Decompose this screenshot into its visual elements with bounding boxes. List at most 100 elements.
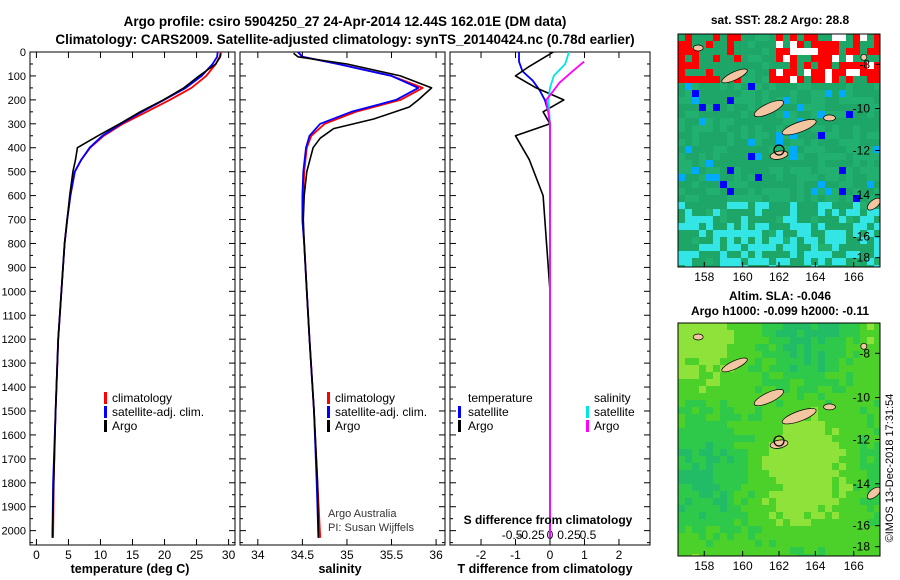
map-cell bbox=[846, 188, 853, 195]
map-cell bbox=[762, 202, 769, 209]
map-cell bbox=[839, 244, 846, 251]
map-cell bbox=[755, 34, 762, 41]
depth-tick-label: 500 bbox=[8, 167, 26, 179]
map-cell bbox=[804, 230, 811, 237]
map-cell bbox=[685, 111, 692, 118]
sla-map-title-line2: Argo h1000: -0.099 h2000: -0.11 bbox=[691, 304, 869, 318]
sla-map-image bbox=[678, 323, 880, 556]
map-cell bbox=[853, 55, 860, 62]
map-cell bbox=[699, 554, 706, 556]
island-shape bbox=[753, 100, 784, 118]
map-cell bbox=[797, 393, 804, 400]
map-cell bbox=[797, 153, 804, 160]
map-cell bbox=[804, 477, 811, 484]
map-cell bbox=[734, 230, 741, 237]
map-cell bbox=[720, 181, 727, 188]
map-cell bbox=[811, 365, 818, 372]
map-cell bbox=[860, 512, 867, 519]
map-cell bbox=[860, 330, 867, 337]
map-cell bbox=[783, 223, 790, 230]
map-cell bbox=[692, 554, 699, 556]
map-cell bbox=[755, 251, 762, 258]
map-cell bbox=[734, 470, 741, 477]
map-cell bbox=[860, 372, 867, 379]
map-cell bbox=[790, 463, 797, 470]
map-cell bbox=[860, 258, 867, 265]
map-cell bbox=[685, 251, 692, 258]
map-cell bbox=[706, 48, 713, 55]
map-cell bbox=[748, 125, 755, 132]
map-cell bbox=[685, 449, 692, 456]
map-cell bbox=[804, 139, 811, 146]
map-cell bbox=[755, 449, 762, 456]
map-cell bbox=[860, 118, 867, 125]
map-cell bbox=[755, 139, 762, 146]
map-cell bbox=[713, 379, 720, 386]
map-cell bbox=[720, 90, 727, 97]
map-cell bbox=[832, 90, 839, 97]
map-cell bbox=[678, 258, 685, 265]
map-cell bbox=[853, 379, 860, 386]
map-cell bbox=[713, 48, 720, 55]
map-cell bbox=[832, 258, 839, 265]
map-cell bbox=[727, 505, 734, 512]
map-cell bbox=[699, 386, 706, 393]
map-cell bbox=[734, 505, 741, 512]
map-cell bbox=[874, 526, 880, 533]
map-cell bbox=[860, 407, 867, 414]
map-cell bbox=[804, 216, 811, 223]
map-cell bbox=[748, 491, 755, 498]
map-cell bbox=[727, 146, 734, 153]
map-cell bbox=[860, 484, 867, 491]
map-cell bbox=[839, 251, 846, 258]
map-cell bbox=[727, 498, 734, 505]
map-cell bbox=[741, 554, 748, 556]
map-cell bbox=[867, 195, 874, 202]
map-cell bbox=[734, 435, 741, 442]
map-cell bbox=[678, 265, 685, 267]
map-cell bbox=[755, 69, 762, 76]
map-cell bbox=[825, 167, 832, 174]
map-cell bbox=[846, 216, 853, 223]
map-cell bbox=[734, 540, 741, 547]
map-cell bbox=[678, 379, 685, 386]
map-cell bbox=[853, 484, 860, 491]
map-cell bbox=[790, 223, 797, 230]
map-cell bbox=[692, 97, 699, 104]
map-cell bbox=[713, 421, 720, 428]
map-lat-label: -14 bbox=[853, 477, 871, 491]
map-cell bbox=[762, 484, 769, 491]
map-cell bbox=[846, 118, 853, 125]
map-cell bbox=[755, 62, 762, 69]
map-cell bbox=[846, 160, 853, 167]
map-cell bbox=[699, 393, 706, 400]
map-cell bbox=[727, 414, 734, 421]
map-cell bbox=[818, 540, 825, 547]
map-cell bbox=[720, 491, 727, 498]
map-cell bbox=[685, 554, 692, 556]
sla-map-ticks: 158 160 162 164 166-8-10-12-14-16-18 bbox=[694, 346, 880, 573]
map-cell bbox=[867, 216, 874, 223]
map-cell bbox=[755, 237, 762, 244]
map-cell bbox=[741, 484, 748, 491]
map-cell bbox=[783, 188, 790, 195]
map-cell bbox=[783, 55, 790, 62]
map-cell bbox=[720, 237, 727, 244]
map-cell bbox=[783, 351, 790, 358]
map-cell bbox=[720, 519, 727, 526]
map-cell bbox=[762, 139, 769, 146]
map-cell bbox=[867, 244, 874, 251]
map-cell bbox=[678, 41, 685, 48]
map-cell bbox=[762, 216, 769, 223]
map-cell bbox=[748, 55, 755, 62]
map-cell bbox=[790, 202, 797, 209]
map-cell bbox=[762, 167, 769, 174]
map-cell bbox=[776, 160, 783, 167]
map-cell bbox=[706, 153, 713, 160]
map-cell bbox=[727, 512, 734, 519]
map-cell bbox=[734, 330, 741, 337]
map-cell bbox=[811, 435, 818, 442]
map-cell bbox=[727, 379, 734, 386]
map-cell bbox=[790, 251, 797, 258]
temperature-legend: climatology satellite-adj. clim. Argo bbox=[104, 391, 204, 433]
